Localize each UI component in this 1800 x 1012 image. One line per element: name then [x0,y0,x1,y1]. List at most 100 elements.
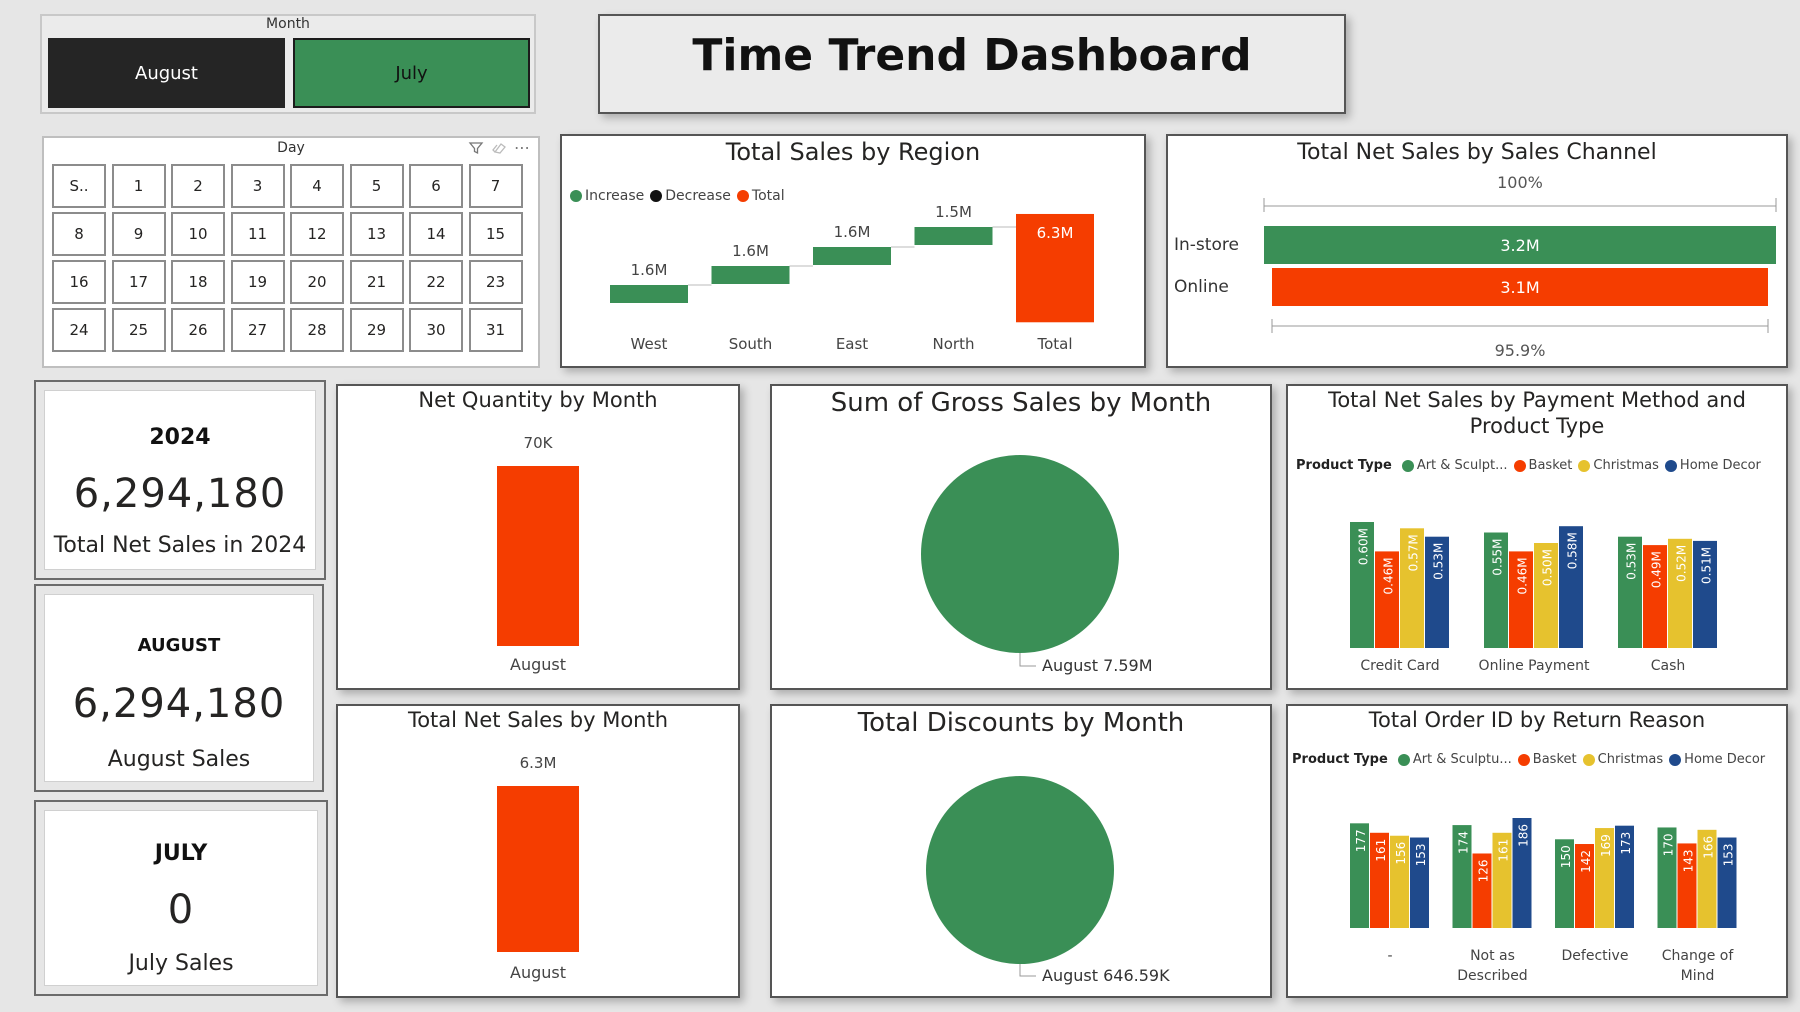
day-option[interactable]: 19 [230,260,285,304]
day-option[interactable]: 12 [290,212,344,256]
data-label: 161 [1374,839,1388,862]
x-tick-label: Described [1457,968,1527,984]
bar [1657,827,1677,928]
data-label: 1.6M [732,242,769,260]
legend-label: Decrease [665,188,731,204]
bar [1697,829,1717,928]
day-option[interactable]: 11 [230,212,285,256]
chart-sales-by-region: Total Sales by Region Increase Decrease … [560,134,1146,368]
day-option[interactable]: 8 [52,212,106,256]
bar [1370,832,1389,928]
chart-title: Total Net Sales by Month [407,708,669,732]
month-option-august[interactable]: August [48,38,285,108]
day-slicer-title: Day [277,140,305,156]
bar [497,466,579,646]
day-option[interactable]: 30 [409,308,463,352]
kpi-july-value: 0 [167,887,195,933]
x-tick-label: Not as [1470,948,1515,964]
legend-dot [736,190,749,202]
day-option[interactable]: 17 [111,260,166,304]
chart-title: Total Order ID by Return Reason [1368,708,1706,732]
bar [1693,540,1717,648]
data-label: August 646.59K [1042,966,1170,985]
data-label: 0.60M [1357,528,1371,565]
day-option[interactable]: 10 [171,212,225,256]
data-label: 1.5M [935,203,972,221]
data-label: 1.6M [631,261,668,279]
legend-label: Increase [585,188,645,204]
kpi-august-value: 6,294,180 [72,681,286,727]
day-option[interactable]: 23 [468,260,523,304]
month-slicer: Month August July [40,14,536,114]
chart-legend: Product Type Art & Sculpt... Basket Chri… [1296,458,1761,473]
chart-gross-sales: Sum of Gross Sales by Month August 7.59M [770,384,1272,690]
data-label: August 7.59M [1042,656,1153,675]
day-option[interactable]: 24 [52,308,106,352]
chart-payment-method: Total Net Sales by Payment Method and Pr… [1286,384,1788,690]
x-tick-label: August [510,655,566,674]
data-label: 166 [1702,836,1716,859]
data-label: 153 [1722,844,1736,867]
data-label: 70K [524,434,554,452]
filter-icon[interactable] [468,140,484,160]
x-tick-label: West [631,335,668,353]
waterfall-bar [813,247,891,265]
chart-net-quantity: Net Quantity by Month 70K August [336,384,740,690]
data-label: 161 [1497,839,1511,862]
bar [1595,828,1614,928]
more-options-icon[interactable]: ⋯ [514,138,530,157]
day-option[interactable]: 3 [230,164,285,208]
chart-return-reason: Total Order ID by Return Reason Product … [1286,704,1788,998]
day-option[interactable]: 9 [111,212,166,256]
day-option[interactable]: 6 [409,164,463,208]
legend-dot [1578,459,1591,472]
day-option[interactable]: 1 [111,164,166,208]
eraser-icon[interactable] [491,140,507,160]
day-option[interactable]: 18 [171,260,225,304]
kpi-august-inner: AUGUST 6,294,180 August Sales [44,594,314,782]
legend-dot [1513,459,1526,472]
data-label: 169 [1599,834,1613,857]
legend-dot [570,190,582,202]
day-option[interactable]: S.. [52,164,106,208]
leader-line [1019,653,1036,667]
day-option[interactable]: 31 [468,308,523,352]
month-option-july[interactable]: July [293,38,530,108]
day-option[interactable]: 27 [230,308,285,352]
day-option[interactable]: 4 [290,164,344,208]
bar [1668,538,1692,648]
legend-dot [1397,753,1410,766]
waterfall-bar [610,285,688,303]
data-label: 153 [1414,844,1428,867]
kpi-august: AUGUST 6,294,180 August Sales [34,584,324,792]
day-option[interactable]: 2 [171,164,225,208]
day-option[interactable]: 13 [349,212,404,256]
kpi-july-label: July Sales [128,951,234,976]
day-option[interactable]: 26 [171,308,225,352]
bar [1452,825,1472,928]
data-label: 173 [1619,832,1633,855]
day-option[interactable]: 14 [409,212,463,256]
chart-title: Total Net Sales by Sales Channel [1297,140,1657,165]
day-option[interactable]: 7 [468,164,523,208]
leader-line [1019,964,1036,977]
funnel-bottom-label: 95.9% [1495,341,1546,360]
day-option[interactable]: 16 [52,260,106,304]
bar [1375,551,1399,648]
day-option[interactable]: 15 [468,212,523,256]
day-option[interactable]: 22 [409,260,463,304]
x-tick-label: - [1387,948,1392,964]
funnel-bar [1264,226,1776,264]
day-option[interactable]: 29 [349,308,404,352]
page-title: Time Trend Dashboard [692,30,1252,81]
day-option[interactable]: 28 [290,308,344,352]
kpi-total-2024-inner: 2024 6,294,180 Total Net Sales in 2024 [44,390,316,570]
pie-plot: August 7.59M [921,455,1153,675]
legend-title: Product Type [1296,458,1392,473]
day-option[interactable]: 20 [290,260,344,304]
data-label: 150 [1559,845,1573,868]
data-label: 0.53M [1625,543,1639,580]
day-option[interactable]: 25 [111,308,166,352]
day-option[interactable]: 5 [349,164,404,208]
day-option[interactable]: 21 [349,260,404,304]
